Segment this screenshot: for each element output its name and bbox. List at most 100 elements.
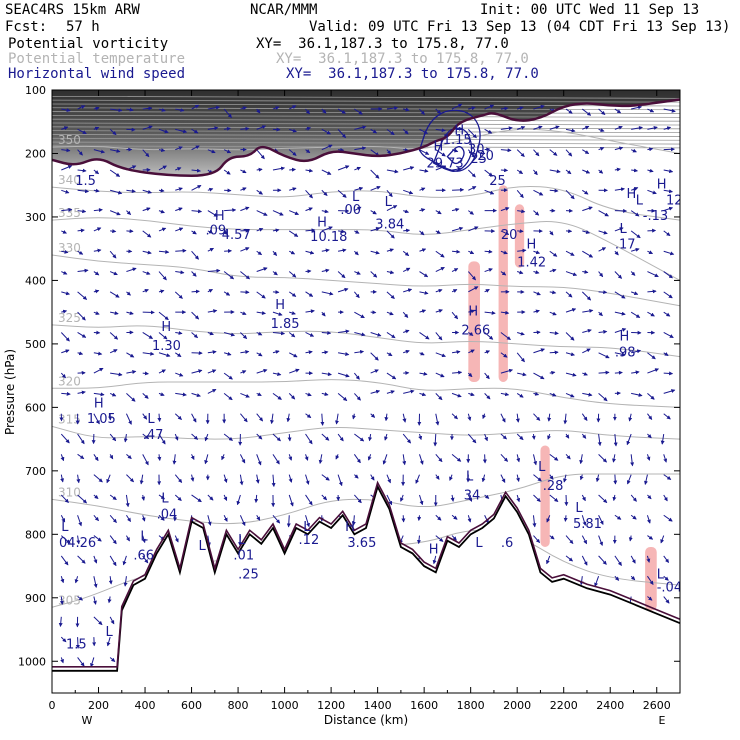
wind-vector <box>419 168 429 173</box>
wind-vector <box>110 229 117 234</box>
wind-vector <box>207 247 215 252</box>
wind-vector <box>60 372 66 379</box>
wind-vector <box>320 413 325 426</box>
wind-vector <box>614 555 622 566</box>
wind-vector <box>468 309 475 314</box>
wind-vector <box>500 474 506 483</box>
wind-vector <box>549 494 559 502</box>
contour-label: L <box>352 190 360 205</box>
wind-vector <box>565 108 573 114</box>
wind-vector <box>321 108 327 114</box>
wind-vector <box>126 267 137 273</box>
wind-vector <box>142 230 152 238</box>
wind-vector <box>533 210 540 216</box>
wind-vector <box>614 370 623 375</box>
wind-vector <box>354 206 362 212</box>
wind-vector <box>419 351 425 356</box>
contour-label: H <box>275 298 285 313</box>
contour-label: .09 <box>206 224 227 239</box>
contour-label: 1.85 <box>271 317 300 332</box>
wind-vector <box>207 149 216 154</box>
wind-vector <box>240 290 250 295</box>
wind-vector <box>565 372 577 377</box>
contour-label: 34 <box>464 488 481 503</box>
x-tick-label: 0 <box>49 699 56 712</box>
wind-vector <box>484 288 490 293</box>
y-axis-ticks: 100 200 300 400 500 600 700 800 900 1000 <box>18 84 680 668</box>
wind-vector <box>370 210 377 215</box>
wind-vector <box>417 535 421 545</box>
wind-vector <box>612 454 616 463</box>
x-tick-label: 800 <box>228 699 249 712</box>
contour-label: L <box>538 460 546 475</box>
wind-vector <box>435 352 446 358</box>
wind-vector <box>77 209 87 214</box>
wind-vector <box>337 165 350 171</box>
wind-vector <box>582 108 592 116</box>
wind-vector <box>467 494 473 502</box>
wind-vector <box>191 413 197 423</box>
wind-vector <box>402 128 409 135</box>
wind-vector <box>175 270 185 275</box>
wind-vector <box>565 352 575 357</box>
field-pv-xy: XY= 36.1,187.3 to 175.8, 77.0 <box>256 36 509 52</box>
cloud-region <box>498 185 508 382</box>
wind-vector <box>158 227 167 232</box>
wind-vector <box>533 372 545 380</box>
contour-label: 3.65 <box>347 536 376 551</box>
wind-vector <box>223 515 228 522</box>
contour-label: .47 <box>143 428 164 443</box>
y-tick-label: 900 <box>25 592 46 605</box>
wind-vector <box>451 167 462 172</box>
wind-vector <box>109 128 117 136</box>
wind-vector <box>207 210 218 217</box>
wind-vector <box>60 576 65 584</box>
wind-vector <box>61 207 73 212</box>
wind-vector <box>174 291 183 299</box>
contour-label: H <box>429 542 439 557</box>
contour-label: L <box>147 412 155 427</box>
wind-vector <box>191 250 199 260</box>
wind-vector <box>93 289 100 294</box>
wind-vector <box>60 494 69 504</box>
wind-vector <box>631 247 640 252</box>
wind-vector <box>335 454 340 460</box>
contour-label: 12 <box>666 193 683 208</box>
contour-label: L <box>140 530 148 545</box>
wind-vector <box>549 350 559 355</box>
wind-vector <box>60 515 66 523</box>
contour-label: 1.5 <box>66 638 87 653</box>
wind-vector <box>175 146 183 151</box>
wind-vector <box>435 288 443 293</box>
wind-vector <box>419 290 429 295</box>
wind-vector <box>386 352 393 357</box>
wind-vector <box>386 149 392 155</box>
wind-vector <box>663 206 674 212</box>
wind-vector <box>630 291 639 296</box>
wind-vector <box>256 108 261 114</box>
wind-vector <box>663 474 672 480</box>
wind-vector <box>582 269 589 274</box>
wind-vector <box>272 290 280 295</box>
wind-vector <box>500 250 508 255</box>
wind-vector <box>239 454 246 464</box>
wind-vector <box>239 474 244 486</box>
wind-vector <box>305 433 313 445</box>
wind-vector <box>419 208 426 213</box>
wind-vector <box>403 166 415 171</box>
wind-vector <box>256 515 261 521</box>
wind-vector <box>598 210 609 217</box>
field-wind-name: Horizontal wind speed <box>8 66 186 82</box>
wind-vector <box>207 187 214 192</box>
wind-vector <box>647 289 657 294</box>
x-tick-label: 200 <box>88 699 109 712</box>
wind-vector <box>158 209 165 214</box>
wind-vector <box>647 352 656 360</box>
wind-vector <box>565 454 571 460</box>
wind-vector <box>106 474 111 484</box>
wind-vector <box>77 596 84 601</box>
wind-vector <box>60 657 64 664</box>
wind-vector <box>77 250 84 255</box>
